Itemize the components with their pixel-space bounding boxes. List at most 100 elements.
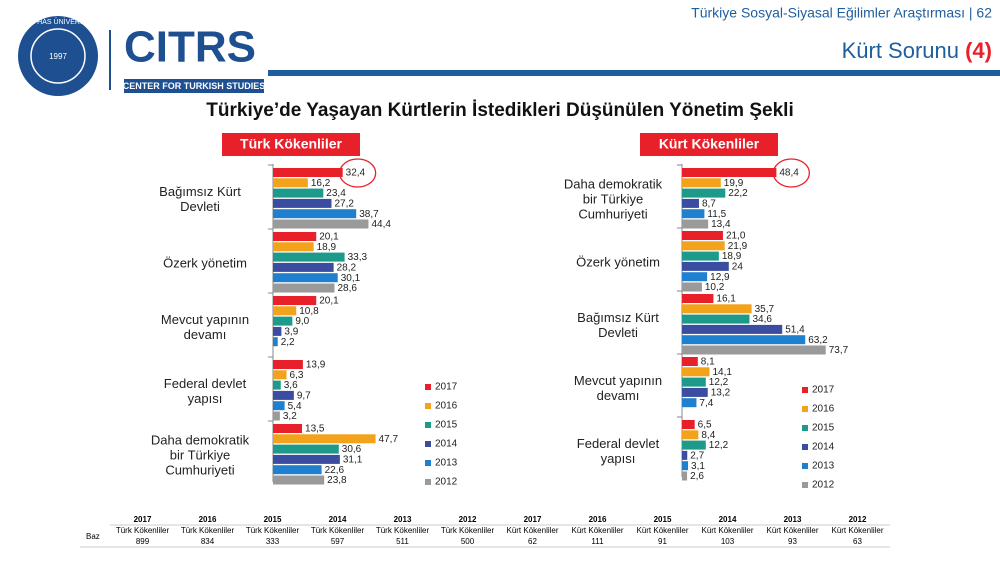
bar: [273, 262, 334, 272]
data-label: 22,6: [325, 465, 345, 476]
legend-swatch: [425, 479, 431, 485]
highlight: [772, 158, 811, 188]
bar: [682, 168, 777, 177]
seal-text: KADİR HAS ÜNİVERSİTESİ: [14, 17, 102, 26]
table-group: Kürt Kökenliler: [701, 526, 753, 535]
bar: [682, 294, 714, 303]
table-group: Kürt Kökenliler: [831, 526, 883, 535]
legend-swatch: [802, 425, 808, 431]
bar: [273, 424, 303, 433]
table-n: 333: [266, 537, 280, 546]
category-label: Daha demokratik bir Türkiye Cumhuriyeti: [563, 176, 663, 222]
table-group: Kürt Kökenliler: [506, 526, 558, 535]
data-label: 10,8: [299, 306, 319, 317]
bar: [273, 178, 308, 188]
legend-label: 2015: [812, 423, 835, 434]
bar: [682, 450, 688, 460]
bar: [273, 380, 281, 390]
bar: [682, 461, 689, 471]
table-n: 93: [788, 537, 797, 546]
data-label: 3,9: [284, 327, 298, 338]
bar: [682, 178, 721, 188]
data-label: 31,1: [343, 455, 363, 466]
legend-swatch: [425, 403, 431, 409]
data-label: 30,1: [341, 273, 361, 284]
bar: [273, 306, 297, 316]
data-label: 13,9: [306, 360, 326, 371]
data-label: 33,3: [348, 252, 368, 263]
data-label: 20,1: [319, 296, 339, 307]
data-label: 5,4: [288, 401, 302, 412]
data-label: 3,2: [283, 411, 297, 422]
table-n: 91: [658, 537, 667, 546]
data-label: 48,4: [779, 168, 799, 179]
bar: [682, 251, 719, 261]
table-year: 2014: [329, 515, 347, 524]
data-label: 6,5: [698, 420, 712, 431]
data-label: 6,3: [290, 370, 304, 381]
section-number: (4): [965, 38, 992, 63]
bar: [273, 219, 369, 229]
table-group: Türk Kökenliler: [116, 526, 170, 535]
table-year: 2015: [264, 515, 282, 524]
chart-title: Kürt Kökenliler: [659, 136, 760, 152]
category-label: Mevcut yapının devamı: [160, 311, 250, 342]
data-label: 27,2: [334, 199, 354, 210]
legend-swatch: [425, 422, 431, 428]
legend-label: 2013: [435, 458, 458, 469]
data-label: 2,2: [281, 337, 295, 348]
data-label: 28,2: [337, 263, 357, 274]
data-label: 9,0: [295, 316, 309, 327]
bar: [273, 168, 343, 177]
data-label: 13,4: [711, 219, 731, 230]
legend-label: 2012: [812, 480, 835, 491]
table-year: 2017: [134, 515, 152, 524]
table-group: Türk Kökenliler: [181, 526, 235, 535]
bar: [682, 261, 729, 271]
bar: [273, 316, 293, 326]
data-label: 35,7: [755, 304, 775, 315]
table-group: Türk Kökenliler: [441, 526, 495, 535]
data-label: 8,7: [702, 199, 716, 210]
legend-swatch: [425, 384, 431, 390]
bar: [682, 420, 695, 429]
chart-title: Türk Kökenliler: [240, 136, 342, 152]
table-n: 62: [528, 537, 537, 546]
table-year: 2013: [394, 515, 412, 524]
table-n: 111: [591, 537, 604, 546]
data-label: 23,4: [326, 188, 346, 199]
data-label: 11,5: [707, 209, 726, 220]
legend-swatch: [802, 463, 808, 469]
table-n: 511: [396, 537, 409, 546]
highlight: [339, 158, 377, 188]
table-n: 500: [461, 537, 475, 546]
legend-swatch: [802, 444, 808, 450]
bar: [273, 242, 314, 252]
data-label: 16,1: [716, 294, 736, 305]
data-label: 10,2: [705, 282, 725, 293]
data-label: 2,6: [690, 471, 704, 482]
survey-title: Türkiye Sosyal-Siyasal Eğilimler Araştır…: [691, 5, 992, 21]
bar: [682, 430, 699, 440]
bar: [682, 367, 710, 377]
data-label: 12,2: [709, 440, 729, 451]
seal-year: 1997: [49, 52, 67, 61]
bar: [273, 444, 339, 454]
bar: [682, 198, 699, 208]
table-n: 63: [853, 537, 862, 546]
data-label: 32,4: [346, 168, 366, 179]
bar: [273, 252, 345, 262]
main-title: Türkiye’de Yaşayan Kürtlerin İstedikleri…: [206, 100, 793, 121]
data-label: 23,8: [327, 475, 347, 486]
section-title: Kürt Sorunu (4): [842, 38, 992, 63]
table-year: 2016: [199, 515, 217, 524]
bar: [273, 188, 324, 198]
seal: [18, 16, 98, 96]
bar: [273, 475, 325, 485]
bar: [682, 357, 698, 366]
data-label: 21,9: [728, 241, 748, 252]
data-label: 44,4: [371, 219, 391, 230]
bar: [273, 401, 285, 411]
bar: [682, 398, 697, 408]
